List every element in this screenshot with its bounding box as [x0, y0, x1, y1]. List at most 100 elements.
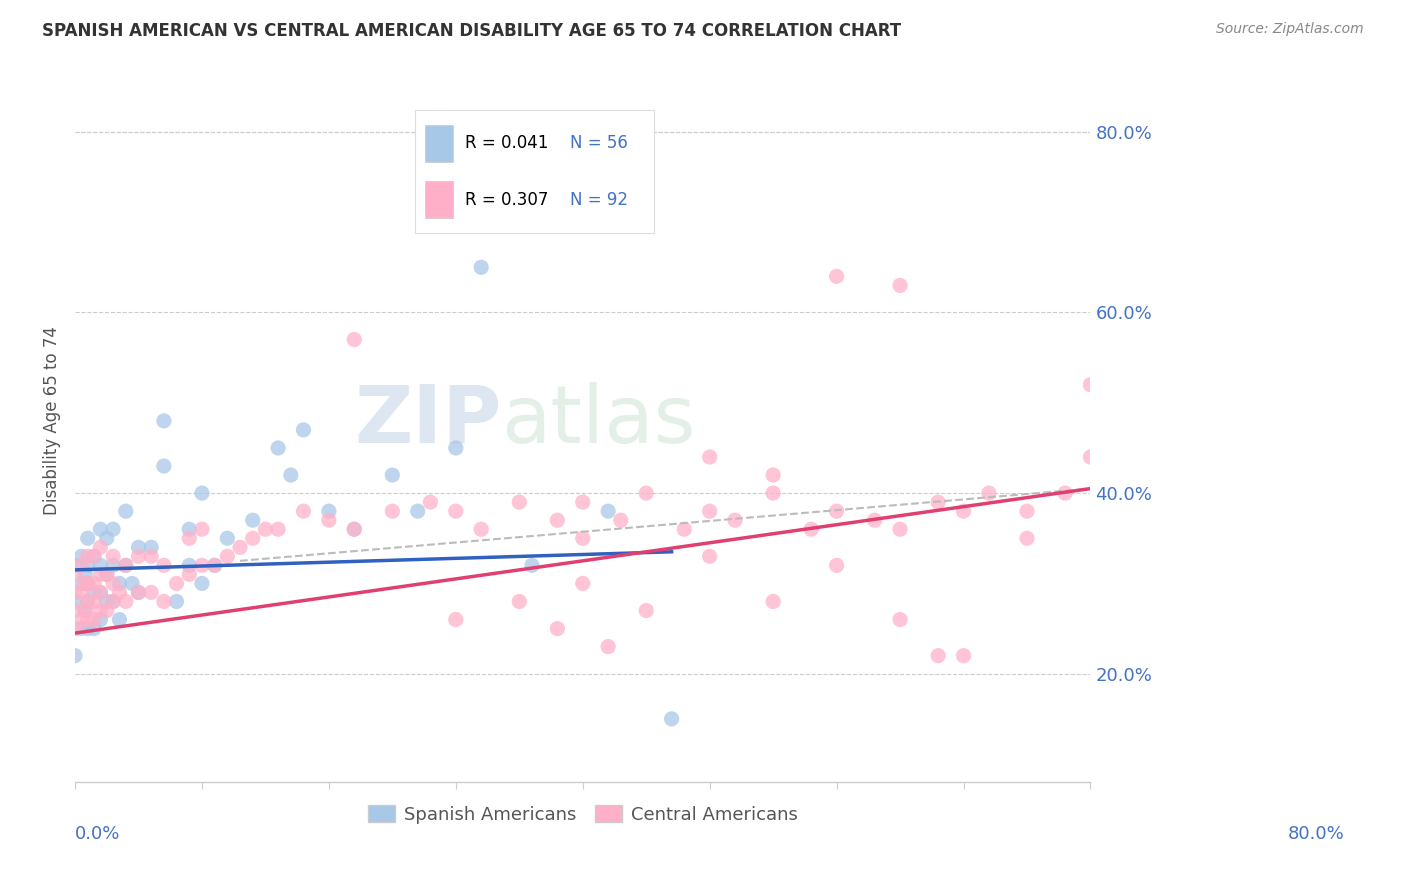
Point	[444, 441, 467, 455]
Point	[229, 541, 252, 555]
Point	[101, 549, 124, 564]
Point	[75, 567, 97, 582]
Point	[76, 622, 98, 636]
Point	[108, 613, 131, 627]
Point	[76, 558, 98, 573]
Point	[89, 558, 111, 573]
Point	[89, 585, 111, 599]
Point	[242, 531, 264, 545]
Point	[108, 585, 131, 599]
Point	[179, 522, 201, 536]
Point	[381, 504, 404, 518]
Point	[381, 468, 404, 483]
Point	[108, 576, 131, 591]
Point	[153, 594, 176, 608]
Point	[141, 585, 163, 599]
Point	[75, 603, 97, 617]
Point	[121, 576, 143, 591]
Point	[204, 558, 226, 573]
Point	[598, 640, 620, 654]
Point	[191, 486, 214, 500]
Point	[63, 603, 86, 617]
Point	[191, 576, 214, 591]
Point	[83, 622, 105, 636]
Legend: Spanish Americans, Central Americans: Spanish Americans, Central Americans	[361, 798, 804, 830]
Point	[267, 522, 290, 536]
Text: ZIP: ZIP	[354, 382, 502, 460]
Point	[63, 594, 86, 608]
Point	[724, 513, 747, 527]
Point	[242, 513, 264, 527]
Point	[75, 576, 97, 591]
Point	[1015, 504, 1038, 518]
Point	[571, 576, 593, 591]
Point	[101, 522, 124, 536]
Point	[318, 513, 340, 527]
Point	[927, 648, 949, 663]
Point	[191, 522, 214, 536]
Point	[889, 522, 911, 536]
Point	[546, 513, 568, 527]
Point	[318, 504, 340, 518]
Point	[292, 423, 315, 437]
Point	[101, 594, 124, 608]
Point	[217, 531, 239, 545]
Point	[470, 260, 492, 275]
Point	[179, 567, 201, 582]
Point	[952, 648, 974, 663]
Point	[70, 613, 93, 627]
Point	[101, 576, 124, 591]
Point	[76, 594, 98, 608]
Point	[762, 468, 785, 483]
Point	[927, 495, 949, 509]
Point	[1080, 450, 1102, 464]
Point	[83, 613, 105, 627]
Point	[889, 278, 911, 293]
Point	[610, 513, 633, 527]
Point	[444, 504, 467, 518]
Point	[96, 567, 118, 582]
Point	[76, 576, 98, 591]
Point	[63, 622, 86, 636]
Point	[101, 594, 124, 608]
Point	[598, 504, 620, 518]
Point	[825, 269, 848, 284]
Point	[179, 531, 201, 545]
Point	[889, 613, 911, 627]
Point	[406, 504, 429, 518]
Point	[63, 567, 86, 582]
Point	[825, 504, 848, 518]
Point	[571, 531, 593, 545]
Point	[343, 522, 366, 536]
Point	[166, 594, 188, 608]
Point	[153, 458, 176, 473]
Point	[977, 486, 1000, 500]
Point	[217, 549, 239, 564]
Point	[179, 558, 201, 573]
Point	[63, 648, 86, 663]
Point	[470, 522, 492, 536]
Point	[70, 558, 93, 573]
Point	[762, 486, 785, 500]
Point	[508, 594, 530, 608]
Point	[166, 576, 188, 591]
Point	[127, 541, 149, 555]
Point	[76, 613, 98, 627]
Point	[699, 549, 721, 564]
Point	[661, 712, 683, 726]
Point	[204, 558, 226, 573]
Point	[63, 558, 86, 573]
Point	[96, 594, 118, 608]
Point	[70, 549, 93, 564]
Point	[76, 549, 98, 564]
Point	[76, 594, 98, 608]
Point	[254, 522, 277, 536]
Point	[280, 468, 302, 483]
Point	[673, 522, 696, 536]
Point	[141, 549, 163, 564]
Point	[343, 333, 366, 347]
Point	[636, 603, 658, 617]
Point	[96, 603, 118, 617]
Point	[546, 622, 568, 636]
Point	[83, 549, 105, 564]
